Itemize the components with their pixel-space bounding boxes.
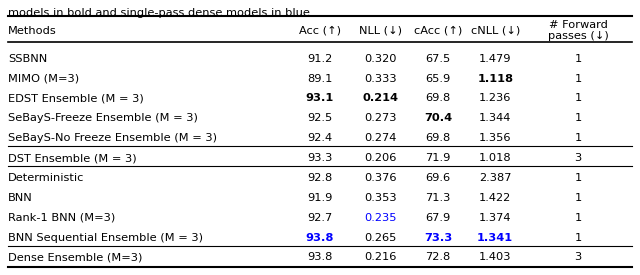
Text: Rank-1 BNN (M=3): Rank-1 BNN (M=3) [8, 213, 115, 223]
Text: 73.3: 73.3 [424, 233, 452, 243]
Text: 0.265: 0.265 [364, 233, 397, 243]
Text: 3: 3 [575, 252, 582, 262]
Text: 1: 1 [575, 173, 582, 183]
Text: 0.353: 0.353 [364, 193, 397, 203]
Text: cAcc (↑): cAcc (↑) [414, 26, 462, 35]
Text: 92.7: 92.7 [307, 213, 333, 223]
Text: 92.4: 92.4 [307, 133, 333, 143]
Text: 1: 1 [575, 74, 582, 84]
Text: BNN Sequential Ensemble (M = 3): BNN Sequential Ensemble (M = 3) [8, 233, 203, 243]
Text: 71.9: 71.9 [425, 153, 451, 163]
Text: 0.214: 0.214 [362, 94, 399, 103]
Text: 1.356: 1.356 [479, 133, 511, 143]
Text: Acc (↑): Acc (↑) [299, 26, 341, 35]
Text: 91.2: 91.2 [307, 54, 333, 64]
Text: 69.8: 69.8 [425, 94, 451, 103]
Text: NLL (↓): NLL (↓) [359, 26, 402, 35]
Text: 1: 1 [575, 133, 582, 143]
Text: Methods: Methods [8, 26, 56, 35]
Text: # Forward
passes (↓): # Forward passes (↓) [548, 20, 609, 41]
Text: 89.1: 89.1 [307, 74, 333, 84]
Text: 67.5: 67.5 [425, 54, 451, 64]
Text: 93.3: 93.3 [307, 153, 333, 163]
Text: models in bold and single-pass dense models in blue.: models in bold and single-pass dense mod… [8, 8, 313, 18]
Text: 0.273: 0.273 [364, 113, 397, 123]
Text: SeBayS-Freeze Ensemble (M = 3): SeBayS-Freeze Ensemble (M = 3) [8, 113, 198, 123]
Text: 1: 1 [575, 233, 582, 243]
Text: 72.8: 72.8 [425, 252, 451, 262]
Text: 3: 3 [575, 153, 582, 163]
Text: 1.236: 1.236 [479, 94, 511, 103]
Text: SSBNN: SSBNN [8, 54, 47, 64]
Text: Dense Ensemble (M=3): Dense Ensemble (M=3) [8, 252, 142, 262]
Text: 2.387: 2.387 [479, 173, 511, 183]
Text: 0.274: 0.274 [364, 133, 397, 143]
Text: 71.3: 71.3 [425, 193, 451, 203]
Text: BNN: BNN [8, 193, 33, 203]
Text: 65.9: 65.9 [425, 74, 451, 84]
Text: 1: 1 [575, 94, 582, 103]
Text: 0.235: 0.235 [364, 213, 397, 223]
Text: 93.1: 93.1 [306, 94, 334, 103]
Text: Deterministic: Deterministic [8, 173, 84, 183]
Text: 1.374: 1.374 [479, 213, 511, 223]
Text: 0.320: 0.320 [364, 54, 397, 64]
Text: 0.333: 0.333 [364, 74, 397, 84]
Text: 93.8: 93.8 [306, 233, 334, 243]
Text: MIMO (M=3): MIMO (M=3) [8, 74, 79, 84]
Text: 69.6: 69.6 [426, 173, 451, 183]
Text: 92.8: 92.8 [307, 173, 333, 183]
Text: SeBayS-No Freeze Ensemble (M = 3): SeBayS-No Freeze Ensemble (M = 3) [8, 133, 217, 143]
Text: 1: 1 [575, 54, 582, 64]
Text: 93.8: 93.8 [307, 252, 333, 262]
Text: 1.344: 1.344 [479, 113, 511, 123]
Text: 92.5: 92.5 [307, 113, 333, 123]
Text: 1: 1 [575, 213, 582, 223]
Text: 1.479: 1.479 [479, 54, 511, 64]
Text: 1.341: 1.341 [477, 233, 513, 243]
Text: 0.206: 0.206 [364, 153, 397, 163]
Text: 70.4: 70.4 [424, 113, 452, 123]
Text: 1.018: 1.018 [479, 153, 511, 163]
Text: cNLL (↓): cNLL (↓) [470, 26, 520, 35]
Text: 67.9: 67.9 [425, 213, 451, 223]
Text: 1.118: 1.118 [477, 74, 513, 84]
Text: EDST Ensemble (M = 3): EDST Ensemble (M = 3) [8, 94, 143, 103]
Text: 0.216: 0.216 [364, 252, 397, 262]
Text: 0.376: 0.376 [364, 173, 397, 183]
Text: 1.422: 1.422 [479, 193, 511, 203]
Text: 1: 1 [575, 193, 582, 203]
Text: DST Ensemble (M = 3): DST Ensemble (M = 3) [8, 153, 136, 163]
Text: 91.9: 91.9 [307, 193, 333, 203]
Text: 1: 1 [575, 113, 582, 123]
Text: 1.403: 1.403 [479, 252, 511, 262]
Text: 69.8: 69.8 [425, 133, 451, 143]
